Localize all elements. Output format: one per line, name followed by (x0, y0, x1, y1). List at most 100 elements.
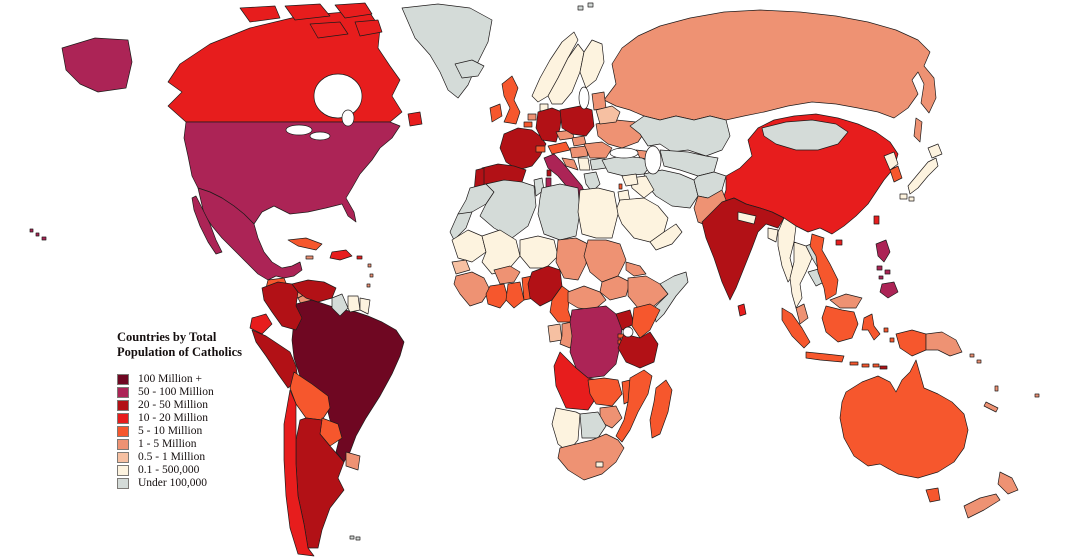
region-austria (547, 141, 571, 155)
region-corsica (546, 169, 552, 177)
region-new-zealand (963, 471, 1019, 519)
region-new-caledonia (983, 401, 999, 413)
black-sea (609, 147, 639, 159)
region-sri-lanka (737, 303, 747, 317)
region-burkina-faso (493, 265, 521, 285)
region-guyana (331, 293, 349, 317)
legend-row-6: 0.5 - 1 Million (117, 451, 287, 464)
region-algeria (479, 179, 537, 239)
legend-row-1: 50 - 100 Million (117, 386, 287, 399)
region-chad (555, 237, 589, 281)
region-western-sahara (449, 211, 473, 241)
legend-swatch-under-100000 (117, 477, 129, 489)
region-angola (553, 351, 599, 411)
region-sudan (583, 239, 627, 283)
region-finland (579, 39, 605, 89)
region-lesser-antilles (366, 263, 374, 288)
region-turkey (601, 155, 653, 177)
region-jamaica (305, 255, 314, 260)
legend-row-8: Under 100,000 (117, 477, 287, 490)
region-newfoundland (407, 111, 423, 127)
region-botswana (579, 411, 607, 439)
legend-swatch-1-5-million (117, 438, 129, 450)
region-falklands (349, 535, 361, 541)
legend-label: 5 - 10 Million (138, 425, 203, 437)
region-taiwan (873, 215, 880, 225)
region-belarus (595, 105, 621, 125)
region-senegal (451, 259, 471, 275)
region-cameroon (549, 285, 573, 323)
region-fiji (1034, 393, 1040, 398)
region-somalia (653, 271, 689, 323)
region-mozambique (615, 369, 653, 443)
legend-row-7: 0.1 - 500,000 (117, 464, 287, 477)
region-libya (537, 183, 581, 241)
region-svalbard (577, 2, 594, 11)
region-switzerland (535, 145, 546, 153)
region-lebanon (618, 183, 623, 190)
caspian-sea (644, 145, 662, 175)
legend-swatch-100-million-plus (117, 373, 129, 385)
legend: Countries by Total Population of Catholi… (117, 330, 287, 490)
region-canada-arctic-islands (239, 2, 383, 39)
region-mongolia (761, 119, 849, 151)
great-lakes-east (309, 131, 331, 141)
region-nepal (737, 211, 757, 225)
region-yemen-oman (649, 223, 683, 251)
region-greenland (401, 3, 493, 99)
region-tanzania (617, 331, 659, 369)
region-dr-congo (569, 305, 623, 379)
region-lesotho (595, 461, 604, 468)
region-baltic-states (591, 91, 607, 111)
legend-label: 1 - 5 Million (138, 438, 197, 450)
region-croatia (561, 157, 579, 171)
legend-label: 100 Million + (138, 373, 202, 385)
region-vanuatu (994, 385, 999, 392)
legend-row-3: 10 - 20 Million (117, 412, 287, 425)
region-ecuador (249, 313, 273, 335)
region-chile (283, 389, 315, 557)
region-france (499, 127, 547, 171)
region-north-korea (883, 151, 899, 171)
region-iceland (454, 59, 485, 79)
baltic-sea (578, 86, 590, 110)
legend-swatch-50-100-million (117, 386, 129, 398)
region-bangladesh (767, 227, 779, 243)
region-vietnam (809, 233, 839, 301)
legend-label: Under 100,000 (138, 477, 207, 489)
legend-swatch-10-20-million (117, 412, 129, 424)
region-russia (603, 9, 937, 121)
region-south-korea (889, 165, 903, 183)
region-east-timor (879, 365, 888, 370)
region-gabon (547, 323, 563, 343)
region-cuba (287, 237, 323, 251)
great-lakes-west (285, 124, 313, 136)
legend-row-0: 100 Million + (117, 373, 287, 386)
legend-title-line1: Countries by Total (117, 330, 217, 344)
region-russia-sakhalin (913, 117, 923, 143)
legend-swatch-01-500000 (117, 464, 129, 476)
region-syria (621, 173, 639, 187)
lake-victoria (622, 326, 634, 338)
region-tasmania (925, 487, 941, 503)
region-egypt (577, 187, 619, 239)
region-baja-california (191, 195, 223, 255)
region-ethiopia (627, 275, 669, 309)
legend-row-4: 5 - 10 Million (117, 425, 287, 438)
legend-row-2: 20 - 50 Million (117, 399, 287, 412)
legend-row-5: 1 - 5 Million (117, 438, 287, 451)
region-ghana (505, 281, 525, 309)
region-guinea-region (453, 271, 491, 307)
region-indonesia (781, 305, 927, 368)
region-serbia (577, 157, 591, 171)
region-madagascar (649, 379, 673, 439)
legend-label: 0.1 - 500,000 (138, 464, 200, 476)
region-colombia (261, 281, 303, 331)
legend-swatch-20-50-million (117, 399, 129, 411)
region-united-kingdom (501, 75, 521, 125)
region-malaysia (795, 293, 863, 325)
hudson-bay (313, 73, 363, 119)
legend-swatch-5-10-million (117, 425, 129, 437)
region-philippines (875, 239, 899, 299)
